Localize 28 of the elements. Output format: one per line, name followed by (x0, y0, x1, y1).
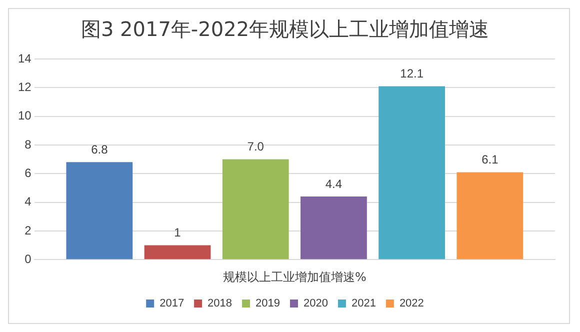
y-tick-label: 4 (24, 194, 32, 209)
data-label: 7.0 (247, 140, 264, 154)
data-label: 1 (174, 226, 182, 240)
data-label: 6.8 (91, 142, 108, 156)
data-label: 12.1 (400, 66, 424, 81)
chart-title: 图3 2017年-2022年规模以上工业增加值增速 (80, 17, 490, 42)
bar (300, 196, 367, 260)
legend-label: 2018 (208, 298, 232, 310)
legend-label: 2022 (399, 298, 424, 310)
bar (456, 172, 524, 260)
bar (144, 245, 211, 260)
y-tick-label: 2 (24, 223, 32, 238)
legend-label: 2017 (160, 298, 184, 310)
data-label: 4.4 (325, 176, 342, 191)
bar (66, 162, 133, 260)
y-tick-label: 0 (24, 252, 32, 266)
y-tick-label: 12 (18, 80, 32, 94)
bar (378, 86, 446, 260)
x-tick-label: 规模以上工业增加值增速% (222, 270, 366, 284)
legend-label: 2021 (351, 298, 376, 310)
y-tick-label: 6 (24, 166, 32, 180)
legend-label: 2020 (304, 298, 328, 310)
y-tick-label: 10 (18, 108, 32, 123)
y-tick-label: 14 (18, 51, 32, 66)
y-tick-label: 8 (24, 137, 32, 152)
bar (222, 159, 289, 260)
data-label: 6.1 (482, 152, 499, 167)
legend-label: 2019 (256, 298, 280, 310)
